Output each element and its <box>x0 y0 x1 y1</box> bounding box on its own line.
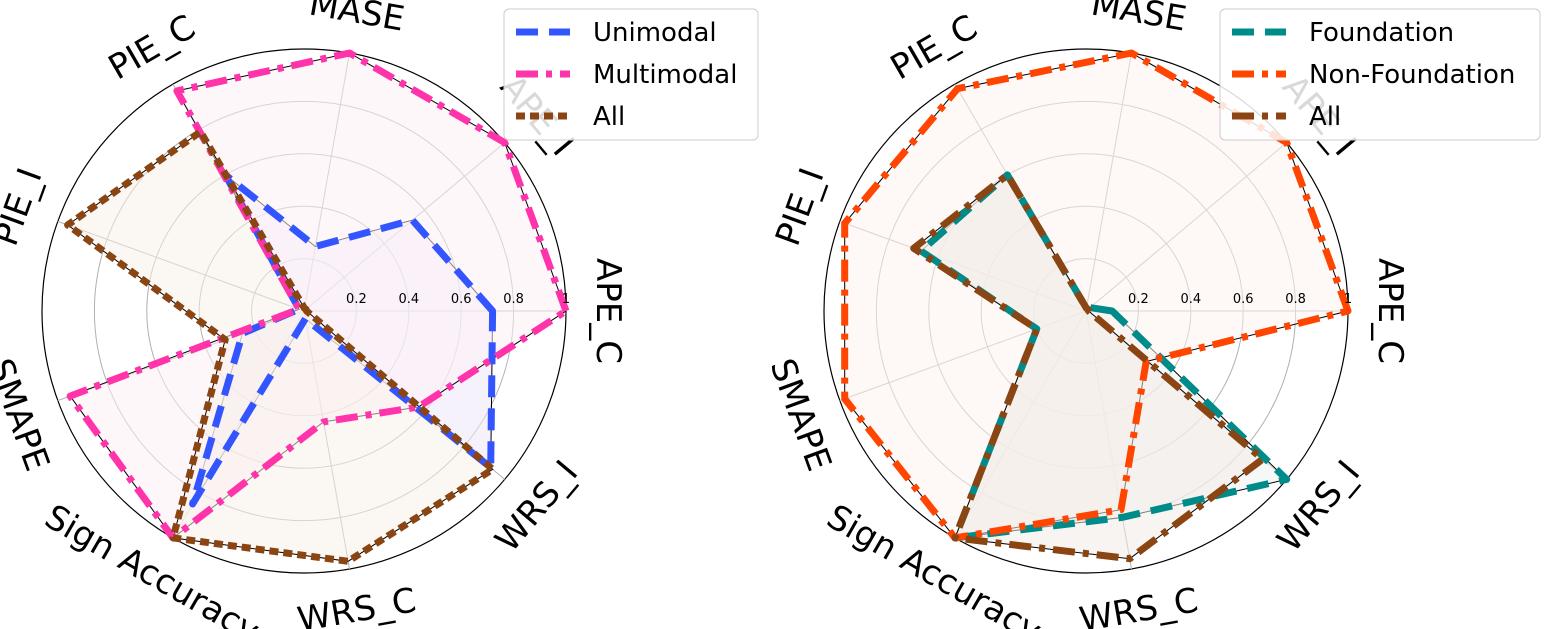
series-line-multimodal <box>66 49 570 542</box>
category-label-mase: MASE <box>1088 0 1189 40</box>
category-label-smape: SMAPE <box>762 354 839 477</box>
category-label-ape-c: APE_C <box>588 258 628 364</box>
radial-tick-label: 0.4 <box>398 292 419 307</box>
category-label-wrs-i: WRS_I <box>488 453 587 560</box>
radial-tick-label: 1 <box>562 292 570 307</box>
legend-label-non-foundation: Non-Foundation <box>1309 60 1515 90</box>
category-label-ape-c: APE_C <box>1370 258 1410 364</box>
radial-tick-label: 0.2 <box>1128 292 1149 307</box>
category-label-wrs-i: WRS_I <box>1270 453 1369 560</box>
legend-label-multimodal: Multimodal <box>593 60 737 90</box>
legend-label-foundation: Foundation <box>1309 18 1454 48</box>
radial-tick-label: 0.6 <box>1233 292 1254 307</box>
legend: Foundation Non-Foundation All <box>1219 8 1541 141</box>
radial-tick-label: 0.8 <box>503 292 524 307</box>
category-label-wrs-c: WRS_C <box>294 580 419 629</box>
category-label-mase: MASE <box>306 0 407 40</box>
radial-tick-label: 0.4 <box>1180 292 1201 307</box>
radar-chart-right: 0.20.40.60.81APE_CAPE_IMASEPIE_CPIE_ISMA… <box>762 0 1541 629</box>
legend-label-all: All <box>1309 102 1341 132</box>
series-line-non-foundation <box>841 49 1352 542</box>
category-label-pie-i: PIE_I <box>0 163 51 251</box>
legend-label-all: All <box>593 102 625 132</box>
radial-tick-label: 0.6 <box>451 292 472 307</box>
legend-box <box>1219 8 1541 141</box>
legend-box <box>503 8 759 141</box>
category-label-smape: SMAPE <box>0 354 57 477</box>
category-label-pie-i: PIE_I <box>768 163 833 251</box>
radial-tick-label: 0.8 <box>1285 292 1306 307</box>
legend-label-unimodal: Unimodal <box>593 18 717 48</box>
legend: Unimodal Multimodal All <box>503 8 759 141</box>
series-line-all <box>64 128 497 565</box>
radial-tick-label: 1 <box>1344 292 1352 307</box>
series-line-all <box>910 171 1267 563</box>
radial-tick-label: 0.2 <box>346 292 367 307</box>
radar-chart-left: 0.20.40.60.81APE_CAPE_IMASEPIE_CPIE_ISMA… <box>0 0 759 629</box>
category-label-wrs-c: WRS_C <box>1076 580 1201 629</box>
